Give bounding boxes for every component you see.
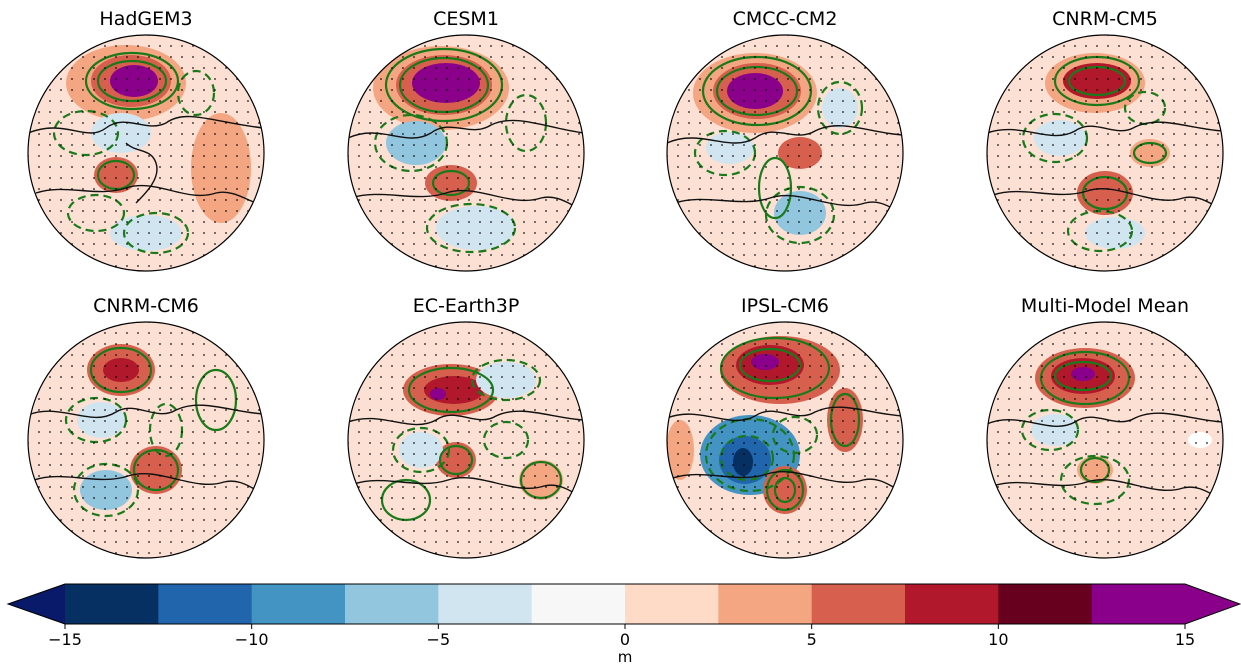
colorbar-segment	[158, 584, 253, 624]
map-disk	[28, 35, 264, 271]
stippling	[28, 35, 264, 271]
stippling	[987, 35, 1223, 271]
colorbar-segment	[251, 584, 346, 624]
colorbar-segment	[438, 584, 533, 624]
panel-title: IPSL-CM6	[741, 295, 829, 317]
colorbar-segments	[65, 584, 1186, 624]
colorbar-segment	[625, 584, 719, 624]
map-panel-ec-earth3p: EC-Earth3P	[347, 295, 585, 559]
colorbar-segment	[811, 584, 906, 624]
colorbar-tick-label: 15	[1175, 630, 1195, 649]
panel-title: CESM1	[433, 8, 499, 30]
colorbar-segment	[345, 584, 439, 624]
panel-title: HadGEM3	[99, 8, 192, 30]
map-boundary	[666, 321, 904, 559]
colorbar-unit-label: m	[618, 648, 633, 665]
map-panel-hadgem3: HadGEM3	[27, 8, 265, 272]
map-disk	[667, 322, 903, 558]
panel-title: EC-Earth3P	[413, 295, 520, 317]
stippling	[348, 35, 584, 271]
colorbar-extend-under	[8, 584, 65, 624]
stippling	[667, 322, 903, 558]
map-panel-ipsl-cm6: IPSL-CM6	[666, 295, 904, 559]
colorbar-segment	[718, 584, 813, 624]
stippling	[28, 322, 264, 558]
panel-title: Multi-Model Mean	[1021, 295, 1189, 317]
map-boundary	[986, 34, 1224, 272]
colorbar: −15 −10 −5 0 5 10 15 m	[6, 583, 1241, 665]
map-boundary	[27, 321, 265, 559]
stippling	[348, 322, 584, 558]
colorbar-segment	[998, 584, 1093, 624]
colorbar-tick-label: 5	[807, 630, 817, 649]
colorbar-extend-over	[1185, 584, 1240, 624]
colorbar-segment	[1091, 584, 1186, 624]
map-panel-cnrm-cm6: CNRM-CM6	[27, 295, 265, 559]
stippling	[987, 322, 1223, 558]
map-boundary	[666, 34, 904, 272]
map-boundary	[27, 34, 265, 272]
map-disk	[987, 322, 1223, 558]
colorbar-tick-label: 0	[620, 630, 630, 649]
map-panels: HadGEM3	[27, 8, 1224, 559]
panel-title: CNRM-CM6	[93, 295, 199, 317]
map-panel-multi-model-mean: Multi-Model Mean	[986, 295, 1224, 559]
map-panel-cesm1: CESM1	[347, 8, 585, 272]
colorbar-ticks: −15 −10 −5 0 5 10 15	[48, 624, 1195, 649]
map-disk	[28, 322, 264, 558]
map-disk	[987, 35, 1223, 271]
map-disk	[348, 322, 584, 558]
colorbar-segment	[905, 584, 999, 624]
colorbar-tick-label: 10	[988, 630, 1008, 649]
colorbar-tick-label: −5	[427, 630, 451, 649]
stippling	[667, 35, 903, 271]
map-boundary	[986, 321, 1224, 559]
map-disk	[348, 35, 584, 271]
colorbar-segment	[65, 584, 159, 624]
panel-title: CMCC-CM2	[733, 8, 838, 30]
panel-title: CNRM-CM5	[1052, 8, 1158, 30]
colorbar-tick-label: −10	[235, 630, 269, 649]
map-panel-cmcc-cm2: CMCC-CM2	[666, 8, 904, 272]
colorbar-tick-label: −15	[48, 630, 82, 649]
map-boundary	[347, 34, 585, 272]
map-disk	[667, 35, 903, 271]
map-panel-cnrm-cm5: CNRM-CM5	[986, 8, 1224, 272]
colorbar-segment	[531, 584, 626, 624]
map-boundary	[347, 321, 585, 559]
